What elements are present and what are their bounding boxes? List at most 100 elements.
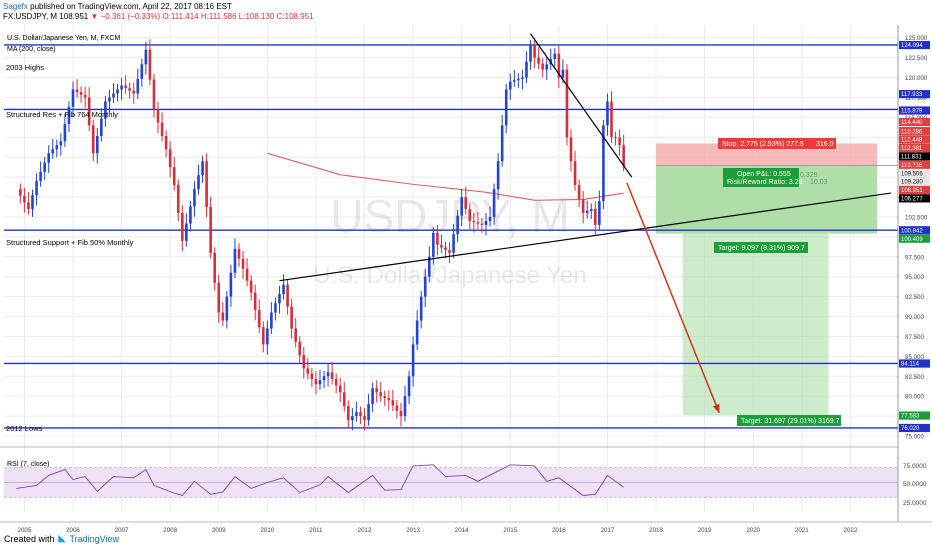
candle-body (375, 388, 378, 393)
price-tag (899, 226, 930, 235)
candle-body (63, 124, 67, 142)
trendlines[interactable] (279, 33, 891, 282)
candle-body (245, 268, 249, 281)
candle-body (334, 378, 338, 386)
candle-body (517, 78, 520, 81)
candle-body (253, 292, 257, 310)
candle-body (172, 167, 176, 186)
candle-body (545, 64, 549, 70)
price-tag (899, 160, 930, 169)
candle-body (427, 256, 431, 277)
candle-body (387, 398, 391, 401)
candle-body (537, 57, 540, 64)
y-tick-label: 92.500 (905, 294, 924, 301)
candle-body (529, 45, 532, 62)
horizontal-levels[interactable] (4, 44, 898, 429)
candle-body (521, 77, 524, 79)
candle-body (168, 149, 172, 168)
candle-body (257, 309, 261, 328)
candle-body (120, 85, 123, 90)
open-pl-label: Open P&L: 0.555 (737, 171, 791, 178)
candle-body (278, 293, 281, 304)
candle-body (314, 378, 318, 385)
candle-body (589, 209, 593, 211)
candle-body (156, 109, 160, 123)
candle-body (614, 137, 617, 139)
candle-body (217, 282, 221, 313)
price-tag-label: 100.409 (901, 237, 923, 243)
price-tag (899, 90, 930, 99)
candle-body (23, 195, 26, 203)
x-tick-label: 2013 (406, 527, 420, 534)
candle-body (488, 216, 492, 221)
candles (19, 37, 625, 431)
candle-body (91, 125, 95, 154)
candle-body (221, 312, 225, 321)
candle-body (176, 185, 180, 213)
candle-body (476, 222, 480, 224)
candle-body (274, 303, 277, 313)
x-tick-label: 2010 (260, 527, 274, 534)
candle-body (233, 248, 237, 273)
price-tag-label: 77.583 (901, 414, 920, 420)
price-tag (899, 423, 930, 433)
position-zones[interactable] (656, 143, 898, 416)
candle-body (330, 372, 334, 379)
x-tick-label: 2008 (163, 527, 177, 534)
candle-body (460, 197, 463, 216)
footer: Created with ◣ TradingView (4, 533, 119, 544)
candle-body (95, 135, 99, 154)
price-tag (899, 40, 930, 50)
y-tick-label: 95.000 (905, 274, 924, 281)
candle-body (606, 101, 609, 126)
candle-body (87, 97, 91, 126)
price-tag-label: 115.879 (901, 109, 923, 115)
candle-body (598, 201, 601, 225)
y-tick-label: 87.500 (905, 334, 924, 341)
candle-body (480, 223, 484, 225)
candle-body (411, 344, 415, 377)
header-info: Sagefx published on TradingView.com, Apr… (3, 2, 314, 22)
watermark-name: U.S. Dollar/Japanese Yen (313, 262, 587, 289)
y-tick-label: 85.000 (905, 354, 924, 361)
price-tag-label: 112.448 (901, 138, 923, 144)
tradingview-brand[interactable]: TradingView (69, 533, 119, 544)
candle-body (282, 284, 285, 294)
candle-body (27, 202, 30, 210)
projection-arrow-line (626, 182, 720, 414)
candle-body (298, 341, 302, 356)
candle-body (355, 412, 358, 417)
level-label-highs: 2003 Highs (6, 63, 44, 72)
candle-body (197, 175, 200, 190)
target-label-1: Target: 9.097 (8.31%) 909.7 (718, 245, 805, 252)
x-tick-label: 2018 (649, 527, 663, 534)
candle-body (189, 206, 192, 224)
axes: 125.000122.500120.000117.500115.000112.5… (0, 25, 932, 534)
price-tag (899, 234, 930, 243)
price-tag (899, 359, 930, 368)
x-tick-label: 2007 (115, 527, 129, 534)
author-link[interactable]: Sagefx (3, 2, 28, 11)
candle-body (322, 376, 326, 381)
projection-arrow-head (712, 403, 720, 413)
candle-body (622, 145, 625, 166)
candle-body (504, 89, 508, 126)
x-tick-label: 2017 (601, 527, 615, 534)
candle-body (419, 296, 423, 321)
candle-body (144, 49, 148, 65)
candle-body (508, 81, 512, 90)
stop-extra-label: 316.0 (816, 141, 834, 148)
candle-body (500, 125, 504, 162)
candle-body (51, 149, 55, 154)
candle-body (569, 137, 573, 162)
y-tick-label: 97.500 (905, 254, 924, 261)
candle-body (484, 220, 488, 225)
candle-body (338, 385, 342, 393)
candle-body (286, 284, 289, 307)
candle-body (132, 90, 136, 94)
candle-body (318, 380, 322, 385)
candle-body (148, 49, 152, 80)
price-tag (899, 135, 930, 144)
target-label-2: Target: 31.697 (29.01%) 3169.7 (741, 418, 840, 425)
